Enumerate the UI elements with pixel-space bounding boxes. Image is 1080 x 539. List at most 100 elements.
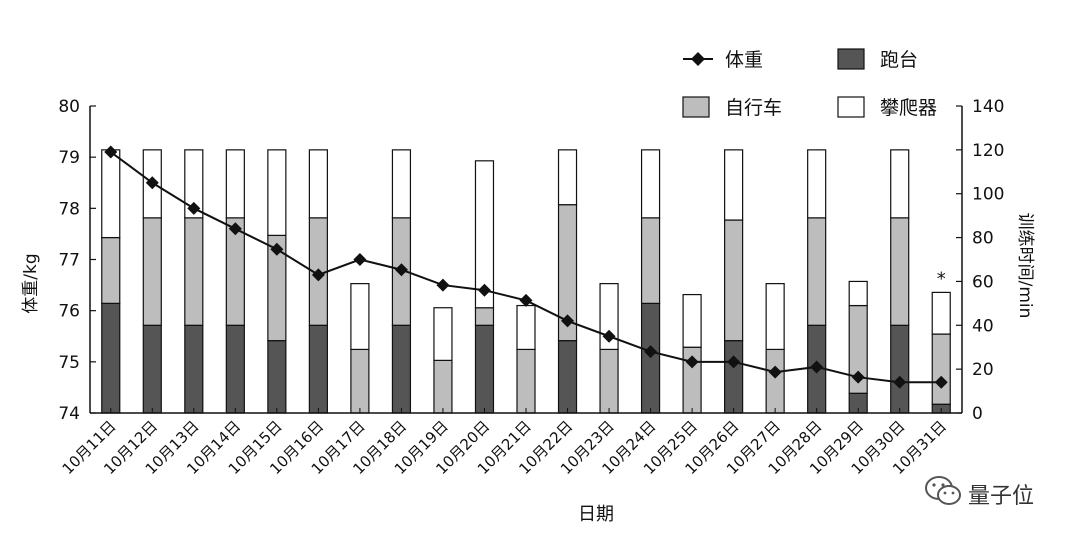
right-tick-label: 60 bbox=[972, 272, 994, 292]
legend-label: 自行车 bbox=[725, 97, 782, 119]
weight-point-17 bbox=[768, 365, 782, 379]
weight-point-2 bbox=[145, 176, 159, 190]
bar-自行车-17 bbox=[765, 348, 785, 414]
bar-攀爬器-18 bbox=[807, 149, 827, 219]
right-tick-label: 40 bbox=[972, 316, 994, 336]
bar-攀爬器-14 bbox=[640, 149, 661, 219]
bar-自行车-10 bbox=[474, 307, 495, 326]
bar-跑台-20 bbox=[890, 324, 910, 414]
weight-point-18 bbox=[810, 360, 824, 374]
bar-攀爬器-21 bbox=[931, 291, 951, 335]
bar-跑台-3 bbox=[184, 324, 204, 414]
bar-攀爬器-15 bbox=[682, 293, 702, 348]
bar-自行车-3 bbox=[184, 217, 204, 326]
bar-自行车-2 bbox=[142, 217, 162, 326]
watermark-text: 量子位 bbox=[968, 484, 1035, 509]
bar-自行车-14 bbox=[640, 217, 661, 304]
right-tick-label: 100 bbox=[972, 185, 1004, 205]
left-tick-label: 79 bbox=[58, 148, 80, 168]
legend-label: 体重 bbox=[725, 49, 763, 71]
bar-攀爬器-20 bbox=[890, 149, 910, 219]
weight-point-9 bbox=[436, 278, 450, 292]
left-tick-label: 74 bbox=[58, 404, 80, 424]
bar-攀爬器-17 bbox=[765, 283, 785, 351]
weight-point-20 bbox=[893, 375, 907, 389]
left-tick-label: 75 bbox=[58, 353, 80, 373]
right-tick-label: 120 bbox=[972, 141, 1004, 161]
legend-label: 跑台 bbox=[880, 49, 918, 71]
bar-自行车-18 bbox=[807, 217, 827, 326]
bar-自行车-13 bbox=[599, 348, 619, 414]
weight-point-16 bbox=[727, 355, 741, 369]
right-tick-label: 140 bbox=[972, 97, 1004, 117]
right-tick-label: 20 bbox=[972, 360, 994, 380]
weight-point-10 bbox=[477, 283, 491, 297]
bar-攀爬器-5 bbox=[267, 149, 287, 236]
bar-自行车-20 bbox=[890, 217, 910, 326]
bar-自行车-21 bbox=[931, 333, 951, 405]
bar-攀爬器-6 bbox=[308, 149, 328, 219]
axis-labels: 体重/kg 训练时间/min 日期 bbox=[21, 213, 1035, 525]
bar-跑台-8 bbox=[391, 324, 412, 414]
bar-攀爬器-4 bbox=[225, 149, 245, 219]
bar-跑台-6 bbox=[308, 324, 328, 414]
watermark: 量子位 bbox=[924, 472, 1064, 512]
left-tick-label: 80 bbox=[58, 97, 80, 117]
bar-跑台-4 bbox=[225, 324, 245, 414]
weight-point-11 bbox=[519, 293, 533, 307]
bar-跑台-2 bbox=[142, 324, 162, 414]
bar-攀爬器-12 bbox=[557, 149, 578, 206]
weight-point-4 bbox=[228, 222, 242, 236]
weight-point-1 bbox=[104, 145, 118, 159]
left-tick-label: 78 bbox=[58, 199, 80, 219]
right-tick-label: 0 bbox=[972, 404, 983, 424]
annotation-asterisk: * bbox=[937, 268, 946, 289]
weight-point-12 bbox=[561, 314, 575, 328]
x-axis-title: 日期 bbox=[578, 504, 614, 525]
right-tick-label: 80 bbox=[972, 229, 994, 249]
y-axis-title-right: 训练时间/min bbox=[1015, 213, 1035, 319]
legend-box-swatch bbox=[837, 96, 865, 118]
weight-point-21 bbox=[934, 375, 948, 389]
bar-自行车-7 bbox=[350, 348, 370, 414]
weight-point-3 bbox=[187, 201, 201, 215]
bars-layer bbox=[101, 149, 951, 414]
bar-跑台-10 bbox=[474, 324, 495, 414]
bar-自行车-9 bbox=[433, 359, 453, 414]
legend-label: 攀爬器 bbox=[880, 97, 937, 119]
bar-跑台-14 bbox=[640, 302, 661, 414]
weight-point-19 bbox=[851, 370, 865, 384]
bar-跑台-1 bbox=[101, 302, 121, 414]
weight-line-layer: * bbox=[104, 145, 948, 389]
bar-攀爬器-13 bbox=[599, 283, 619, 351]
weight-point-6 bbox=[311, 268, 325, 282]
weight-point-8 bbox=[394, 263, 408, 277]
bar-跑台-16 bbox=[724, 340, 744, 414]
wechat-icon bbox=[925, 476, 961, 505]
bar-攀爬器-9 bbox=[433, 307, 453, 361]
bar-跑台-12 bbox=[557, 340, 578, 414]
legend-diamond-swatch bbox=[691, 52, 705, 66]
y-axis-title-left: 体重/kg bbox=[21, 253, 41, 313]
bar-跑台-5 bbox=[267, 340, 287, 414]
bar-攀爬器-11 bbox=[516, 304, 536, 351]
bar-自行车-11 bbox=[516, 348, 536, 414]
bar-攀爬器-3 bbox=[184, 149, 204, 219]
bar-攀爬器-7 bbox=[350, 283, 370, 351]
bar-自行车-16 bbox=[724, 219, 744, 342]
weight-point-13 bbox=[602, 329, 616, 343]
legend-box-swatch bbox=[682, 96, 710, 118]
left-tick-label: 77 bbox=[58, 251, 80, 271]
bar-攀爬器-1 bbox=[101, 149, 121, 239]
weight-point-5 bbox=[270, 242, 284, 256]
bar-攀爬器-8 bbox=[391, 149, 412, 219]
left-tick-label: 76 bbox=[58, 302, 80, 322]
legend-box-swatch bbox=[837, 48, 865, 70]
bar-攀爬器-19 bbox=[848, 280, 868, 307]
weight-point-14 bbox=[644, 345, 658, 359]
bar-攀爬器-10 bbox=[474, 160, 495, 309]
weight-point-7 bbox=[353, 253, 367, 266]
bar-攀爬器-16 bbox=[724, 149, 744, 221]
